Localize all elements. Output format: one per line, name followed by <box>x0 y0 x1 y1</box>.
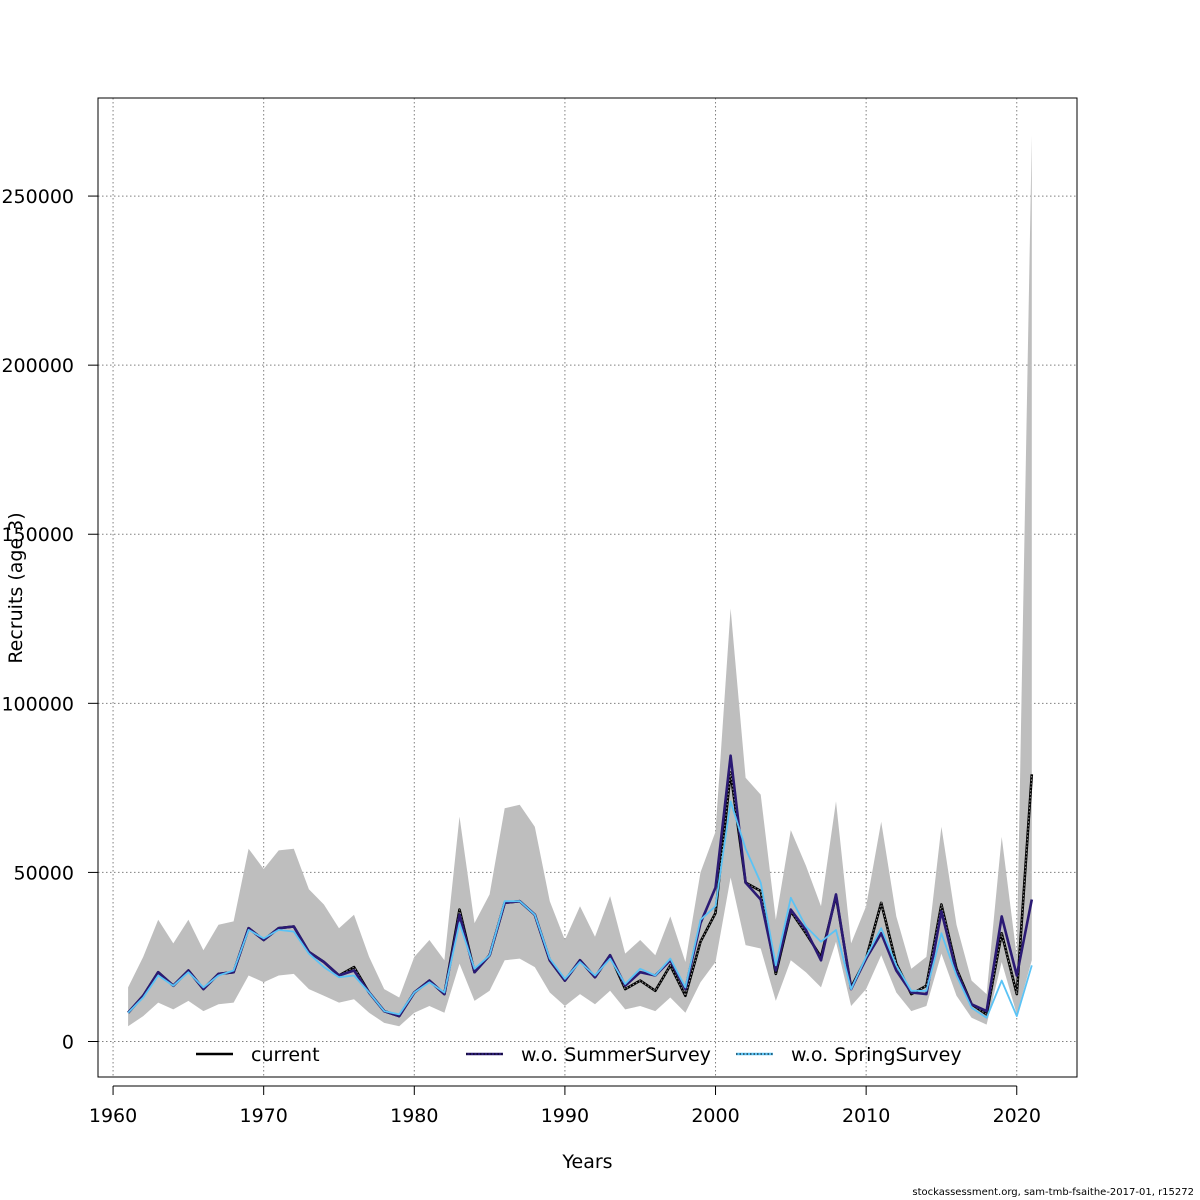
y-tick-label-150000: 150000 <box>1 524 74 546</box>
legend: current w.o. SummerSurvey w.o. SpringSurve… <box>196 1044 962 1066</box>
series-line-3 <box>127 800 1033 1019</box>
grid-lines <box>98 98 1077 1077</box>
confidence-band <box>128 135 1032 1027</box>
x-tick-label-1960: 1960 <box>89 1105 137 1127</box>
y-tick-label-250000: 250000 <box>1 186 74 208</box>
x-tick-label-2000: 2000 <box>691 1105 739 1127</box>
x-axis: 1960 1970 1980 1990 2000 2010 2020 <box>89 1085 1041 1127</box>
series-line-2 <box>127 754 1034 1018</box>
x-axis-label: Years <box>561 1151 612 1173</box>
x-tick-label-2010: 2010 <box>842 1105 890 1127</box>
legend-label-3: w.o. SpringSurvey <box>791 1044 962 1066</box>
legend-label-2: w.o. SummerSurvey <box>521 1044 711 1066</box>
y-tick-label-200000: 200000 <box>1 355 74 377</box>
y-tick-label-50000: 50000 <box>14 862 74 884</box>
plot-frame <box>97 97 1078 1078</box>
legend-label-1: current <box>251 1044 320 1066</box>
y-tick-label-100000: 100000 <box>1 693 74 715</box>
x-tick-label-2020: 2020 <box>993 1105 1041 1127</box>
series-line-1-overlay <box>127 772 1033 1017</box>
y-axis: 0 50000 100000 150000 200000 250000 <box>1 186 98 1053</box>
footer-credit: stockassessment.org, sam-tmb-fsaithe-201… <box>912 1187 1194 1198</box>
series-lines-layer <box>127 754 1034 1019</box>
x-tick-label-1970: 1970 <box>239 1105 287 1127</box>
confidence-band-layer <box>128 135 1032 1027</box>
y-tick-label-0: 0 <box>62 1031 74 1053</box>
y-axis-label: Recruits (age 3) <box>5 512 27 663</box>
x-tick-label-1980: 1980 <box>390 1105 438 1127</box>
x-tick-label-1990: 1990 <box>541 1105 589 1127</box>
